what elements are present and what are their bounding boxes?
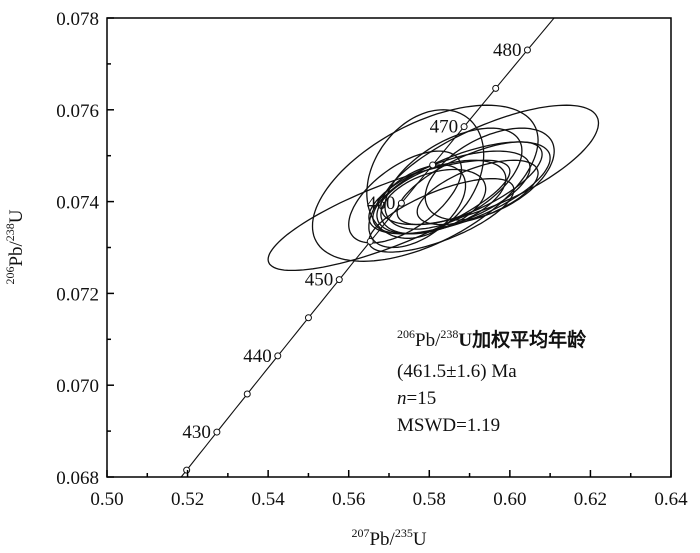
error-ellipse-13 [348, 150, 463, 244]
y-tick-label: 0.068 [56, 468, 99, 489]
error-ellipse-9 [396, 141, 543, 226]
axes: 0.50 0.52 0.54 0.56 0.58 0.60 0.62 0.64 0.068 0.0… [56, 9, 688, 510]
age-marker-480 [523, 46, 531, 54]
age-marker-475 [492, 84, 500, 92]
age-marker-470 [460, 123, 468, 131]
age-label-440: 440 [243, 346, 272, 367]
age-marker-425 [183, 466, 191, 474]
age-marker-460 [397, 199, 405, 207]
annotation-n: n=15 [397, 388, 436, 409]
age-label-470: 470 [430, 117, 459, 138]
y-tick-label: 0.078 [56, 9, 99, 30]
annotation-mswd: MSWD=1.19 [397, 415, 500, 436]
x-tick-label: 0.62 [574, 489, 607, 510]
age-marker-455 [366, 237, 374, 245]
age-label-430: 430 [182, 422, 211, 443]
annotation-age: (461.5±1.6) Ma [397, 361, 517, 382]
x-tick-label: 0.52 [171, 489, 204, 510]
age-marker-465 [429, 161, 437, 169]
x-tick-label: 0.50 [90, 489, 123, 510]
x-tick-label: 0.54 [252, 489, 286, 510]
age-marker-430 [213, 428, 221, 436]
x-tick-label: 0.60 [493, 489, 526, 510]
age-marker-440 [274, 352, 282, 360]
result-annotation: 206Pb/238U加权平均年龄 (461.5±1.6) Ma n=15 MSW… [397, 327, 587, 436]
age-marker-450 [335, 276, 343, 284]
age-label-460: 460 [367, 193, 396, 214]
y-tick-label: 0.074 [56, 193, 99, 214]
y-tick-label: 0.070 [56, 376, 99, 397]
error-ellipse-14 [368, 178, 515, 253]
x-tick-label: 0.64 [654, 489, 688, 510]
age-label-450: 450 [305, 270, 334, 291]
annotation-title: 206Pb/238U加权平均年龄 [397, 327, 587, 351]
error-ellipse-15 [424, 127, 555, 221]
error-ellipse-5 [368, 150, 531, 235]
age-label-480: 480 [493, 40, 522, 61]
error-ellipse-8 [380, 168, 487, 235]
y-tick-label: 0.072 [56, 284, 99, 305]
age-marker-445 [304, 314, 312, 322]
y-axis-title: 206Pb/238U [3, 209, 27, 284]
age-marker-435 [243, 390, 251, 398]
error-ellipse-3 [380, 104, 600, 226]
error-ellipse-12 [416, 159, 539, 226]
error-ellipse-6 [376, 159, 507, 235]
x-axis-title: 207Pb/235U [351, 526, 426, 550]
y-tick-label: 0.076 [56, 101, 99, 122]
concordia-curve: 430 440 450 460 470 480 [180, 18, 555, 477]
x-tick-label: 0.56 [332, 489, 365, 510]
x-tick-label: 0.58 [413, 489, 446, 510]
error-ellipse-11 [384, 127, 523, 230]
